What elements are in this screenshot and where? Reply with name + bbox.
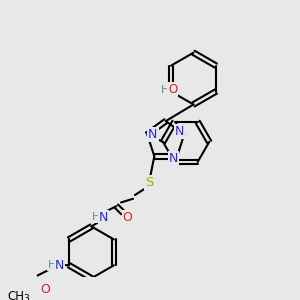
Text: O: O (123, 211, 133, 224)
Text: O: O (40, 283, 50, 296)
Text: CH: CH (7, 290, 24, 300)
Text: N: N (55, 259, 64, 272)
Text: N: N (169, 152, 178, 166)
Text: N: N (175, 125, 184, 138)
Text: N: N (99, 211, 108, 224)
Text: H: H (161, 85, 170, 95)
Text: O: O (168, 83, 178, 96)
Text: 3: 3 (24, 294, 29, 300)
Text: S: S (146, 176, 154, 189)
Text: H: H (92, 212, 100, 222)
Text: N: N (148, 128, 158, 141)
Text: H: H (48, 260, 57, 270)
